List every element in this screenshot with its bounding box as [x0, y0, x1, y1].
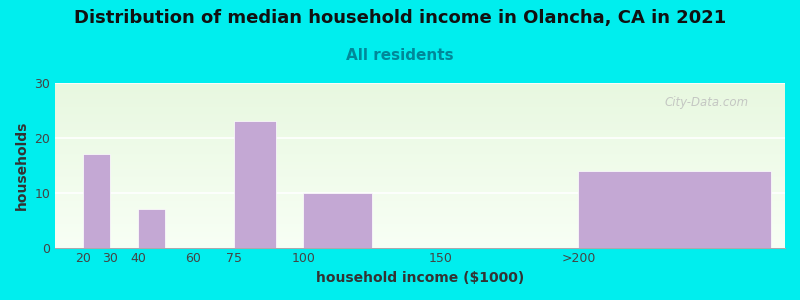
- Bar: [83, 154, 110, 248]
- Bar: [234, 122, 275, 248]
- Text: Distribution of median household income in Olancha, CA in 2021: Distribution of median household income …: [74, 9, 726, 27]
- Y-axis label: households: households: [15, 121, 29, 210]
- Bar: [138, 209, 166, 248]
- Text: City-Data.com: City-Data.com: [664, 96, 749, 109]
- Text: All residents: All residents: [346, 48, 454, 63]
- Bar: [303, 193, 372, 247]
- X-axis label: household income ($1000): household income ($1000): [316, 271, 524, 285]
- Bar: [578, 171, 771, 248]
